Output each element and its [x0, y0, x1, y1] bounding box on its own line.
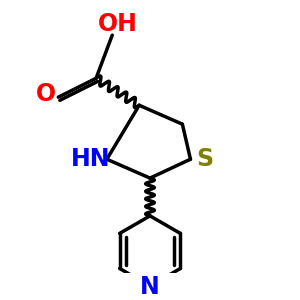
- Text: N: N: [140, 275, 160, 299]
- Text: OH: OH: [98, 12, 138, 36]
- Text: S: S: [197, 147, 214, 171]
- Text: O: O: [36, 82, 56, 106]
- Text: HN: HN: [71, 147, 110, 171]
